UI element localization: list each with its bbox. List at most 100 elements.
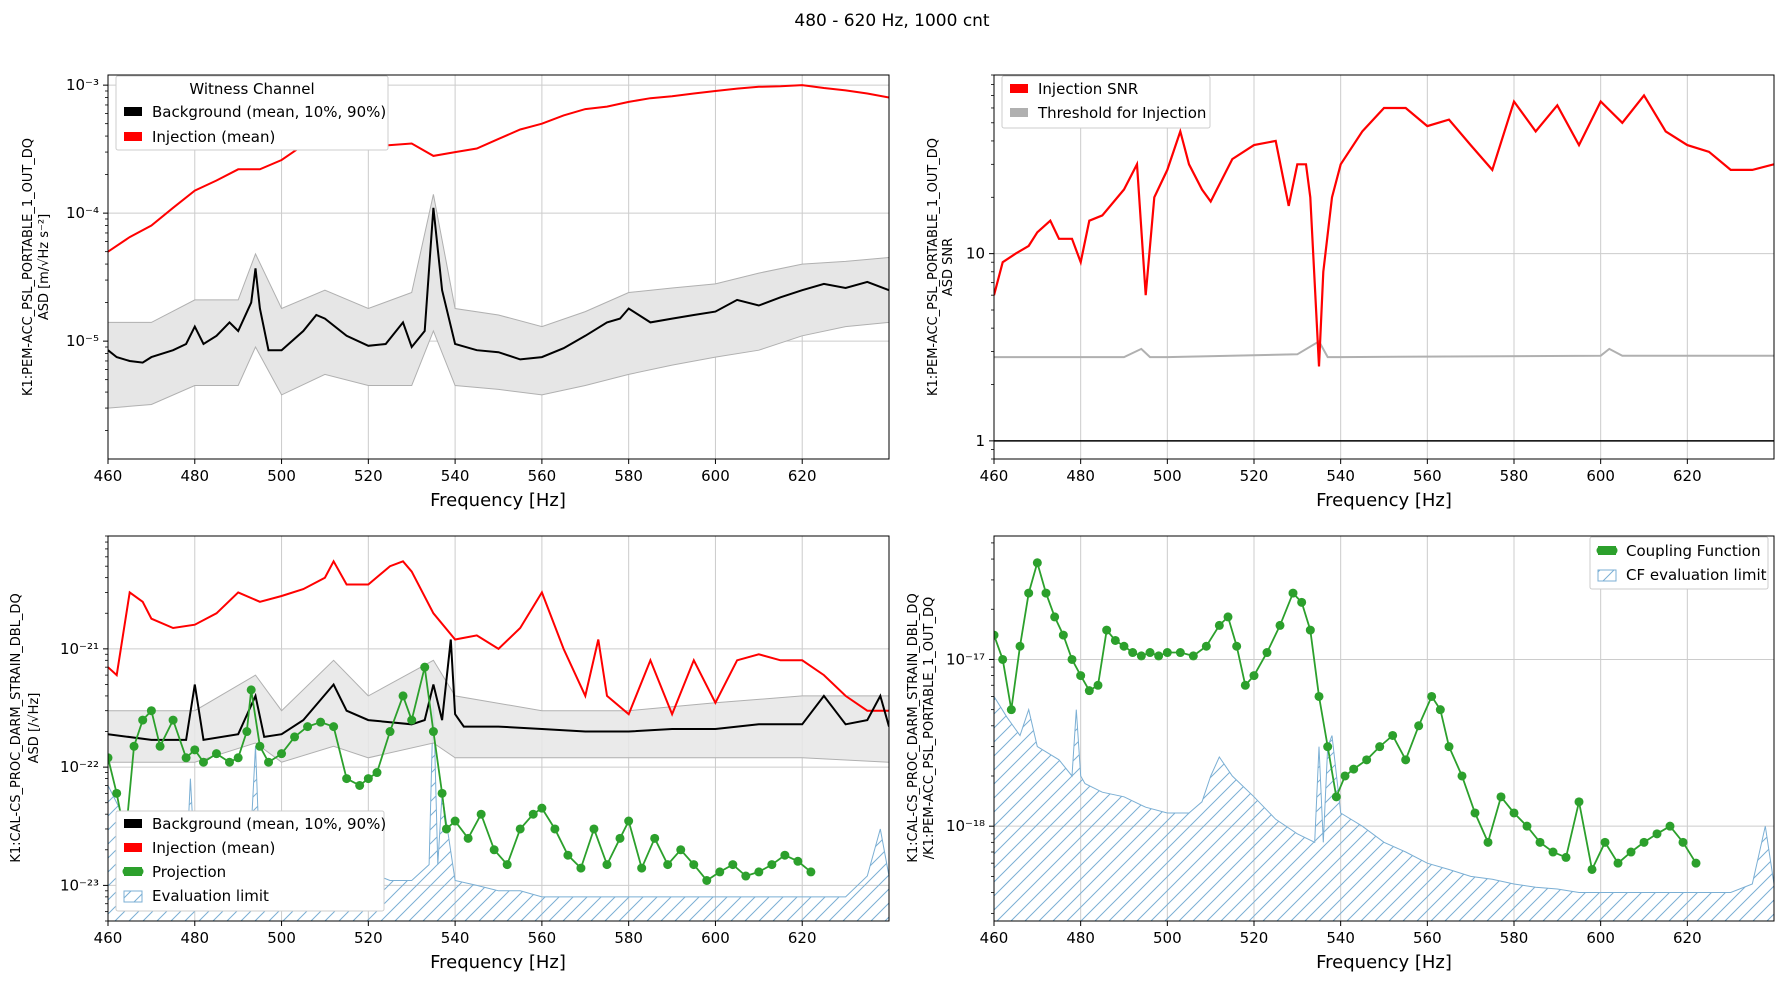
x-tick-label: 460 (94, 467, 123, 485)
coupling-point (1331, 792, 1341, 802)
projection-point (233, 753, 243, 763)
x-tick-label: 540 (1326, 929, 1355, 947)
legend-label-background: Background (mean, 10%, 90%) (152, 103, 386, 121)
projection-point (112, 788, 122, 798)
coupling-point (1136, 651, 1146, 661)
projection-point (576, 863, 586, 873)
projection-point (806, 867, 816, 877)
coupling-point (1678, 837, 1688, 847)
figure-title: 480 - 620 Hz, 1000 cnt (794, 11, 990, 31)
projection-point (515, 824, 525, 834)
coupling-point (1444, 742, 1454, 752)
projection-point (528, 809, 538, 819)
projection-point (303, 722, 313, 732)
panel-coupling: 460 480 500 520 540 560 580 600 620 10⁻¹⁷ 10⁻¹⁸ F… (906, 535, 1775, 973)
coupling-point (1145, 648, 1155, 658)
legend-label-injection: Injection (mean) (152, 128, 275, 146)
projection-point (277, 749, 287, 759)
legend-swatch-injection (124, 132, 142, 141)
x-ticks: 460 480 500 520 540 560 580 600 620 (94, 921, 817, 947)
x-tick-label: 540 (441, 467, 470, 485)
legend-swatch-snr (1010, 84, 1028, 93)
projection-point (463, 833, 473, 843)
x-tick-label: 560 (1413, 929, 1442, 947)
panel-snr: 460 480 500 520 540 560 580 600 620 10 1 Frequenc… (926, 74, 1775, 511)
legend-swatch-injection (124, 843, 142, 852)
background-line (108, 639, 889, 742)
projection-point (385, 727, 395, 737)
x-tick-label: 600 (1586, 929, 1615, 947)
coupling-point (1110, 635, 1120, 645)
projection-point (108, 753, 113, 763)
coupling-point (1522, 821, 1532, 831)
coupling-point (1249, 671, 1259, 681)
legend-swatch-threshold (1010, 108, 1028, 117)
threshold-line (994, 340, 1774, 359)
projection-point (224, 757, 234, 767)
y-tick-label: 10⁻²² (60, 758, 99, 776)
x-tick-label: 480 (180, 929, 209, 947)
coupling-point (1102, 625, 1112, 635)
x-tick-label: 580 (614, 929, 643, 947)
projection-point (650, 833, 660, 843)
legend-marker-projection (134, 867, 144, 876)
coupling-point (1665, 821, 1675, 831)
projection-point (398, 691, 408, 701)
injection-line (108, 84, 889, 253)
x-ticks: 460 480 500 520 540 560 580 600 620 (980, 921, 1702, 947)
projection-point (589, 824, 599, 834)
legend-swatch-background (124, 819, 142, 828)
legend: Coupling Function CF evaluation limit (1589, 536, 1769, 590)
coupling-point (1084, 686, 1094, 696)
coupling-point (1401, 755, 1411, 765)
coupling-point (1349, 764, 1359, 774)
legend: Background (mean, 10%, 90%) Injection (m… (115, 810, 386, 912)
legend-swatch-projection (124, 867, 142, 876)
coupling-point (1275, 620, 1285, 630)
coupling-point (1188, 651, 1198, 661)
projection-point (550, 824, 560, 834)
projection-point (355, 780, 365, 790)
legend-swatch-background (124, 107, 142, 116)
axes-frame (107, 535, 890, 922)
legend-marker-coupling (1608, 546, 1618, 555)
coupling-point (1613, 858, 1623, 868)
coupling-point (1323, 742, 1333, 752)
coupling-point (998, 654, 1008, 664)
legend-swatch-coupling (1598, 546, 1616, 555)
legend-marker-projection (122, 867, 132, 876)
coupling-point (1470, 808, 1480, 818)
panel-projection: 460 480 500 520 540 560 580 600 620 10⁻²¹10⁻²²10… (9, 535, 890, 973)
coupling-point (1561, 852, 1571, 862)
x-tick-label: 460 (94, 929, 123, 947)
coupling-point (1214, 620, 1224, 630)
projection-point (290, 732, 300, 742)
coupling-point (994, 630, 999, 640)
coupling-point (1058, 630, 1068, 640)
y-axis-label-line2: /K1:PEM-ACC_PSL_PORTABLE_1_OUT_DQ (922, 597, 937, 859)
axes-frame (993, 535, 1775, 922)
coupling-point (1119, 641, 1129, 651)
projection-point (255, 741, 265, 751)
y-tick-label: 10⁻²¹ (60, 640, 99, 658)
coupling-point (1093, 680, 1103, 690)
coupling-point (1240, 680, 1250, 690)
legend-marker-coupling (1596, 546, 1606, 555)
legend: Injection SNR Threshold for Injection (1001, 75, 1211, 129)
snr-line (994, 93, 1774, 367)
projection-point (428, 727, 438, 737)
x-tick-label: 560 (528, 467, 557, 485)
projection-point (702, 876, 712, 886)
background-band (108, 659, 889, 763)
legend-label-threshold: Threshold for Injection (1037, 104, 1206, 122)
x-tick-label: 480 (1066, 467, 1095, 485)
coupling-point (1154, 651, 1164, 661)
panel-witness: 460 480 500 520 540 560 580 600 620 10⁻³ 10⁻⁴ 10⁻⁵… (21, 74, 890, 511)
projection-point (676, 845, 686, 855)
x-tick-label: 600 (701, 929, 730, 947)
projection-point (754, 867, 764, 877)
projection-point (450, 816, 460, 826)
x-tick-label: 540 (441, 929, 470, 947)
coupling-point (1297, 597, 1307, 607)
